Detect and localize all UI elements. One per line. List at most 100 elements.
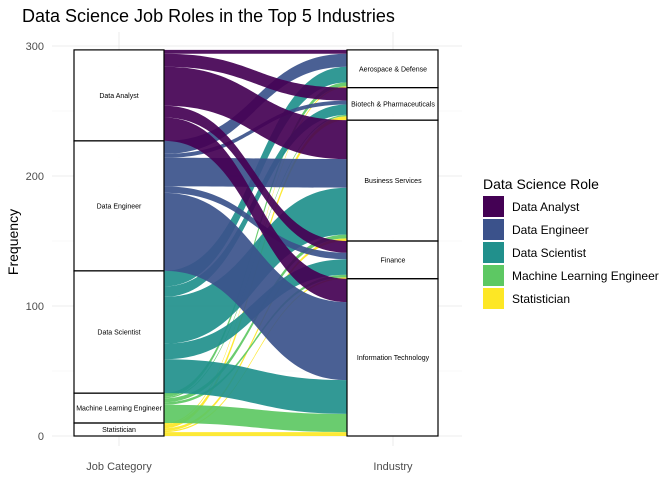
y-axis: 0 100 200 300	[26, 41, 44, 443]
flow-machine-learning-engineer-to-finance	[164, 274, 347, 405]
y-tick-label: 0	[38, 431, 44, 443]
stratum-fill	[74, 404, 164, 423]
flow-data-analyst-to-business-services	[164, 66, 347, 160]
stratum-fill	[347, 120, 438, 160]
legend-key-machine-learning-engineer	[483, 265, 504, 286]
stratum-label-data-engineer: Data Engineer	[97, 203, 142, 210]
flows	[164, 49, 347, 436]
stratum-fill	[74, 186, 164, 193]
y-axis-label: Frequency	[5, 209, 21, 275]
flow-data-analyst-to-finance	[164, 105, 347, 253]
stratum-label-business-services: Business Services	[364, 178, 422, 185]
strata: Data Analyst Data Engineer Data Scientist M…	[73, 49, 439, 437]
legend-label-data-scientist: Data Scientist	[512, 246, 587, 260]
stratum-fill	[74, 117, 164, 141]
stratum-fill	[347, 86, 438, 88]
stratum-fill	[74, 402, 164, 405]
legend-label-statistician: Statistician	[512, 292, 570, 306]
stratum-fill	[74, 428, 164, 431]
stratum-label-data-scientist: Data Scientist	[97, 330, 140, 337]
stratum-fill	[347, 49, 438, 54]
chart-title: Data Science Job Roles in the Top 5 Indu…	[22, 6, 395, 26]
stratum-fill	[74, 66, 164, 106]
stratum-fill	[74, 397, 164, 399]
stratum-fill	[347, 274, 438, 278]
stratum-label-information-technology: Information Technology	[357, 355, 430, 362]
flow-data-engineer-to-information-technology	[164, 192, 347, 381]
stratum-label-aerospace-and-defense: Aerospace & Defense	[359, 66, 427, 73]
stratum-fill	[74, 359, 164, 394]
stratum-fill	[347, 116, 438, 121]
stratum-fill	[347, 278, 438, 303]
stratum-fill	[347, 66, 438, 83]
stratum-label-biotech-and-pharmaceuticals: Biotech & Pharmaceuticals	[351, 101, 435, 108]
stratum-fill	[347, 234, 438, 239]
stratum-fill	[74, 286, 164, 297]
legend: Data Science Role Data Analyst Data Engin…	[483, 176, 659, 309]
y-tick-label: 200	[26, 171, 44, 183]
stratum-fill	[347, 114, 438, 117]
x-tick-label: Job Category	[86, 461, 152, 473]
stratum-fill	[74, 140, 164, 154]
stratum-fill	[74, 393, 164, 397]
stratum-fill	[74, 423, 164, 425]
stratum-fill	[74, 270, 164, 287]
stratum-fill	[74, 424, 164, 429]
flow-statistician-to-finance	[164, 277, 347, 433]
flow-machine-learning-engineer-to-aerospace-and-defense	[164, 82, 347, 398]
stratum-fill	[74, 157, 164, 187]
flow-machine-learning-engineer-to-information-technology	[164, 404, 347, 433]
legend-key-statistician	[483, 288, 504, 309]
stratum-fill	[74, 153, 164, 158]
y-tick-label: 300	[26, 41, 44, 53]
stratum-fill	[347, 87, 438, 101]
stratum-fill	[347, 432, 438, 436]
flow-statistician-to-business-services	[164, 238, 347, 431]
stratum-label-data-analyst: Data Analyst	[99, 93, 138, 100]
stratum-fill	[347, 302, 438, 381]
flow-data-engineer-to-finance	[164, 186, 347, 260]
stratum-fill	[74, 105, 164, 118]
y-tick-label: 100	[26, 301, 44, 313]
stratum-fill	[74, 296, 164, 344]
flow-data-analyst-to-information-technology	[164, 117, 347, 303]
stratum-fill	[74, 430, 164, 433]
x-tick-label: Industry	[373, 461, 413, 473]
stratum-fill	[74, 398, 164, 403]
stratum-label-finance: Finance	[381, 257, 406, 264]
x-axis: Job Category Industry	[86, 461, 413, 473]
stratum-fill	[347, 82, 438, 87]
flow-statistician-to-information-technology	[164, 432, 347, 436]
stratum-fill	[347, 104, 438, 115]
legend-key-data-scientist	[483, 242, 504, 263]
stratum-fill	[74, 49, 164, 54]
stratum-fill	[74, 53, 164, 67]
flow-data-scientist-to-information-technology	[164, 359, 347, 414]
stratum-fill	[74, 192, 164, 271]
legend-key-data-engineer	[483, 219, 504, 240]
stratum-fill	[347, 277, 438, 279]
stratum-label-statistician: Statistician	[102, 427, 136, 434]
stratum-fill	[347, 100, 438, 105]
stratum-fill	[347, 159, 438, 188]
stratum-fill	[347, 53, 438, 67]
stratum-fill	[347, 241, 438, 253]
stratum-fill	[347, 380, 438, 414]
stratum-fill	[347, 259, 438, 275]
stratum-fill	[347, 187, 438, 235]
flow-data-analyst-to-aerospace-and-defense	[164, 49, 347, 54]
legend-label-data-analyst: Data Analyst	[512, 200, 580, 214]
flow-data-analyst-to-biotech-and-pharmaceuticals	[164, 53, 347, 101]
stratum-statistician	[73, 422, 165, 437]
legend-label-data-engineer: Data Engineer	[512, 223, 589, 237]
stratum-fill	[74, 343, 164, 360]
flow-data-engineer-to-business-services	[164, 157, 347, 188]
stratum-fill	[347, 252, 438, 260]
stratum-information-technology	[346, 278, 439, 437]
stratum-label-machine-learning-engineer: Machine Learning Engineer	[76, 406, 162, 413]
stratum-fill	[74, 432, 164, 436]
legend-title: Data Science Role	[483, 176, 599, 192]
stratum-fill	[347, 413, 438, 433]
legend-label-machine-learning-engineer: Machine Learning Engineer	[512, 269, 659, 283]
